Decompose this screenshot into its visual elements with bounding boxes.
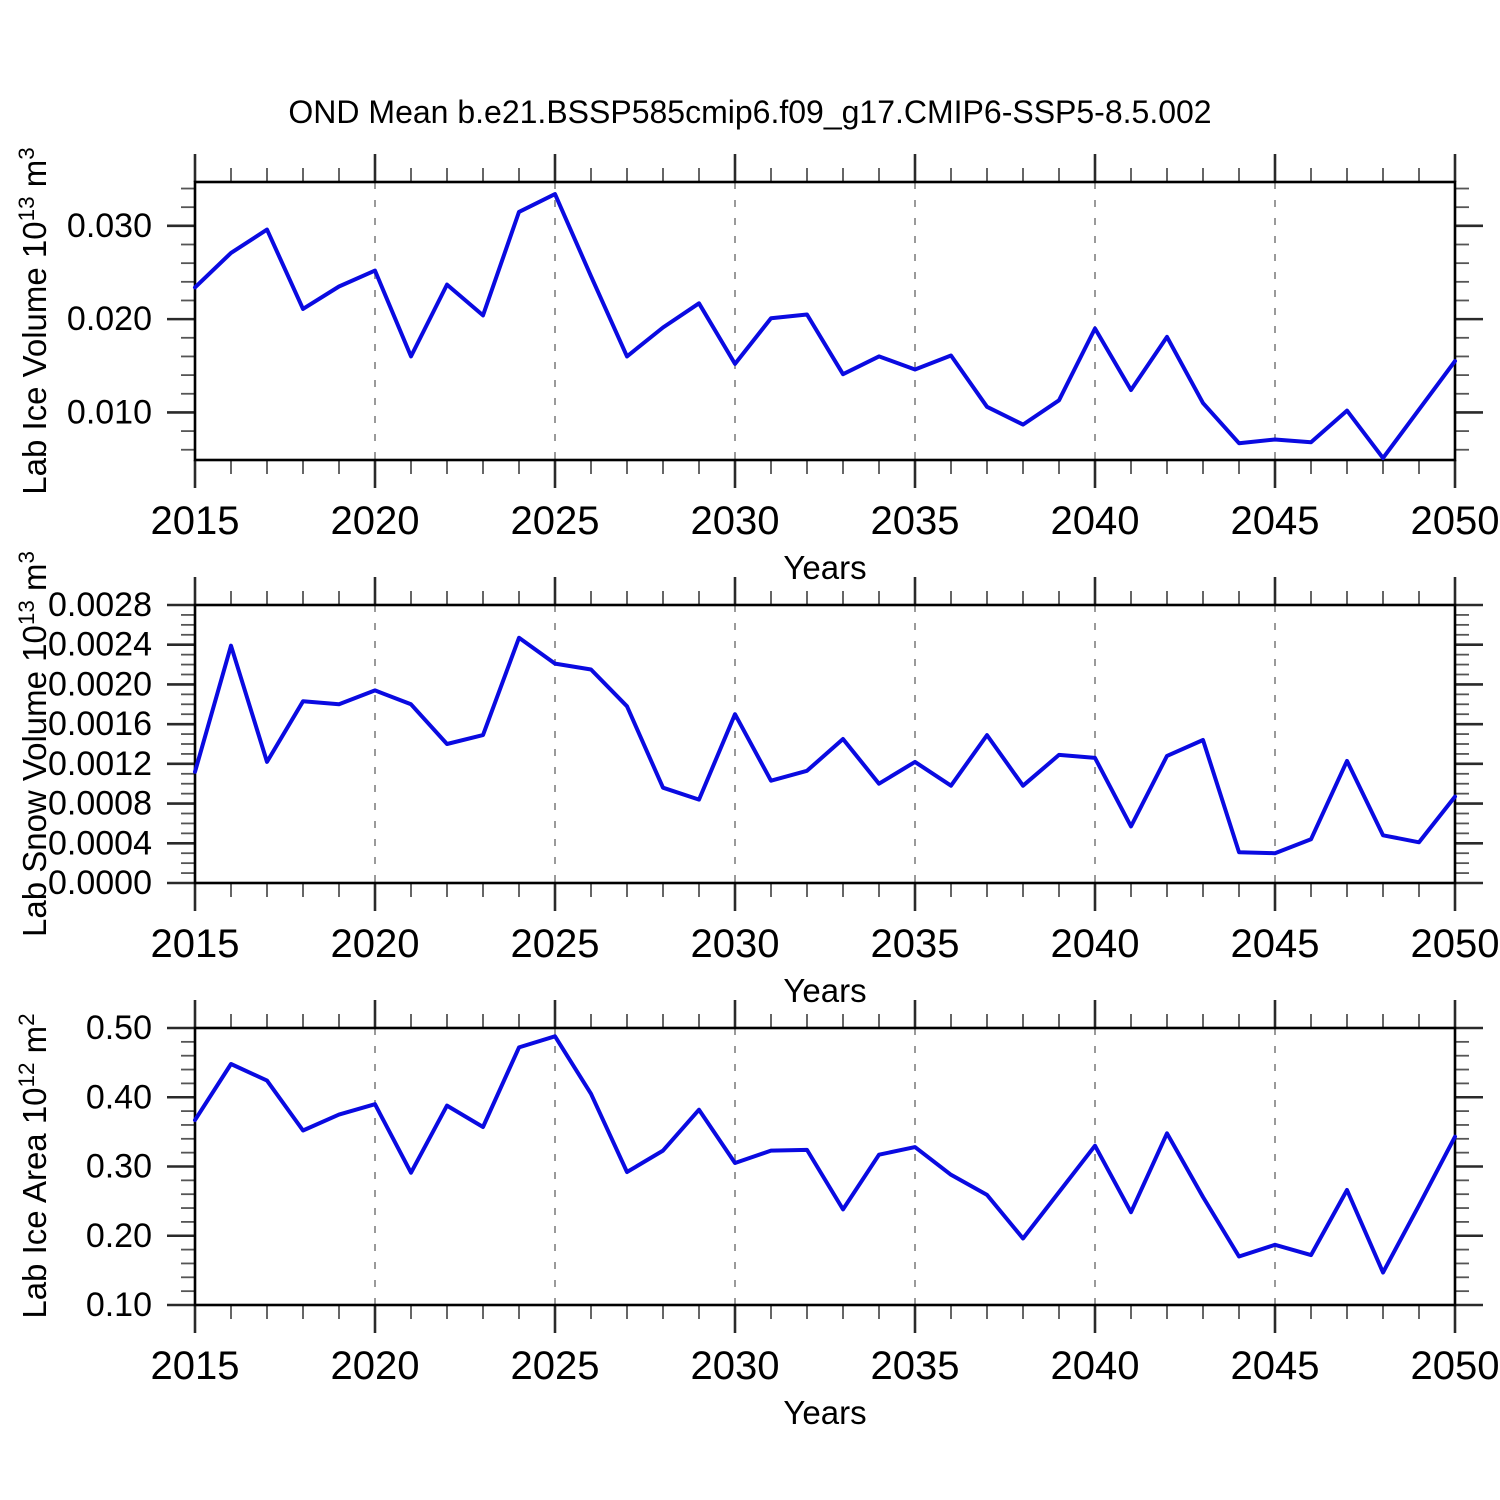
svg-text:2050: 2050 [1411,922,1500,966]
svg-text:2025: 2025 [511,1344,600,1388]
svg-text:0.0008: 0.0008 [48,785,152,823]
svg-text:2025: 2025 [511,922,600,966]
svg-text:2030: 2030 [691,499,780,543]
svg-text:0.30: 0.30 [86,1148,152,1186]
chart-title: OND Mean b.e21.BSSP585cmip6.f09_g17.CMIP… [288,94,1212,130]
svg-text:2020: 2020 [331,922,420,966]
svg-text:0.0000: 0.0000 [48,864,152,902]
svg-text:2045: 2045 [1231,922,1320,966]
svg-text:2030: 2030 [691,922,780,966]
svg-text:0.030: 0.030 [67,207,152,245]
svg-text:2045: 2045 [1231,1344,1320,1388]
svg-text:0.40: 0.40 [86,1078,152,1116]
y-axis-label-lab-snow-volume: Lab Snow Volume 1013 m3 [14,550,53,938]
y-axis-label-lab-ice-area: Lab Ice Area 1012 m2 [14,1013,53,1319]
x-axis-title-middle: Years [783,972,867,1009]
svg-text:0.0020: 0.0020 [48,665,152,703]
svg-text:2020: 2020 [331,1344,420,1388]
svg-text:0.10: 0.10 [86,1286,152,1324]
svg-text:2040: 2040 [1051,499,1140,543]
svg-text:0.50: 0.50 [86,1009,152,1047]
svg-text:2035: 2035 [871,499,960,543]
svg-text:2050: 2050 [1411,1344,1500,1388]
svg-text:2015: 2015 [151,1344,240,1388]
svg-text:2020: 2020 [331,499,420,543]
svg-text:2050: 2050 [1411,499,1500,543]
x-axis-title-bottom: Years [783,1394,867,1431]
svg-text:2040: 2040 [1051,1344,1140,1388]
svg-text:2035: 2035 [871,922,960,966]
svg-text:2025: 2025 [511,499,600,543]
svg-text:0.0016: 0.0016 [48,705,152,743]
svg-text:0.010: 0.010 [67,393,152,431]
svg-text:0.20: 0.20 [86,1217,152,1255]
svg-text:0.0012: 0.0012 [48,745,152,783]
svg-text:2030: 2030 [691,1344,780,1388]
svg-text:0.0004: 0.0004 [48,824,152,862]
svg-text:2015: 2015 [151,922,240,966]
svg-text:2015: 2015 [151,499,240,543]
svg-text:2040: 2040 [1051,922,1140,966]
svg-text:0.020: 0.020 [67,300,152,338]
svg-text:0.0024: 0.0024 [48,626,152,664]
x-axis-title-top: Years [783,549,867,586]
y-axis-label-lab-ice-volume: Lab Ice Volume 1013 m3 [14,147,53,495]
svg-text:2035: 2035 [871,1344,960,1388]
svg-text:2045: 2045 [1231,499,1320,543]
svg-text:0.0028: 0.0028 [48,586,152,624]
